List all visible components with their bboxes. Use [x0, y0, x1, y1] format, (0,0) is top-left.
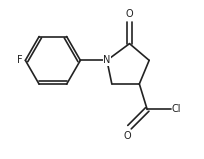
Text: O: O [126, 9, 133, 19]
Text: N: N [103, 55, 111, 65]
Text: F: F [17, 55, 22, 65]
Text: Cl: Cl [172, 104, 181, 114]
Text: O: O [124, 131, 131, 141]
